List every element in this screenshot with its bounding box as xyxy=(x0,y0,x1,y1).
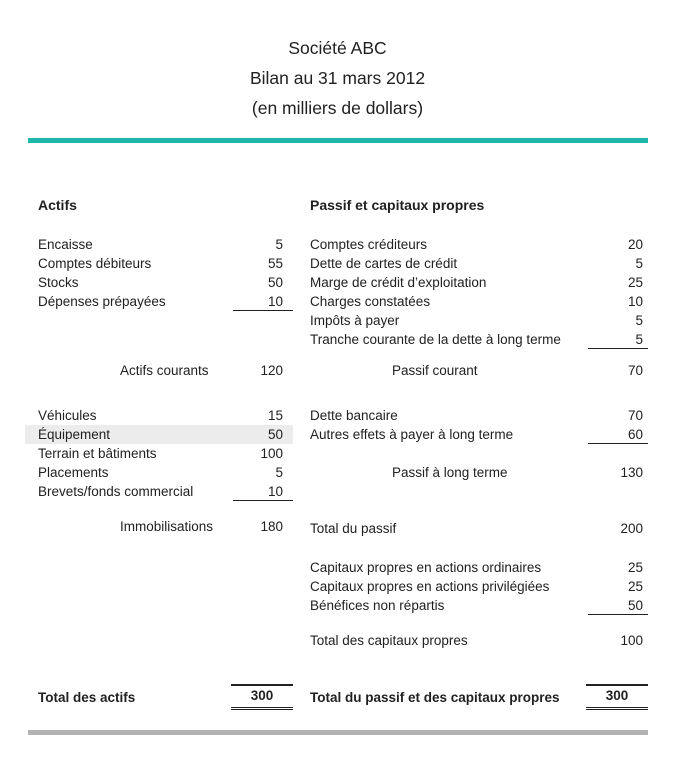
subtotal-row: Passif à long terme 130 xyxy=(310,463,648,482)
item-label: Comptes créditeurs xyxy=(310,237,428,252)
item-value: 50 xyxy=(588,596,648,615)
item-value: 60 xyxy=(588,425,648,444)
assets-column: Actifs Encaisse 5 Comptes débiteurs 55 S… xyxy=(25,0,293,771)
item-label: Brevets/fonds commercial xyxy=(38,484,194,499)
item-label: Marge de crédit d’exploitation xyxy=(310,275,487,290)
item-value: 25 xyxy=(627,579,643,594)
item-value: 50 xyxy=(267,275,283,290)
item-label: Impôts à payer xyxy=(310,313,400,328)
subtotal-label: Passif courant xyxy=(392,363,478,378)
company-name: Société ABC xyxy=(288,38,387,58)
item-label: Encaisse xyxy=(38,237,93,252)
header-divider xyxy=(28,138,648,143)
subtotal-label: Actifs courants xyxy=(120,363,209,378)
item-label: Dette de cartes de crédit xyxy=(310,256,458,271)
document-title-block: Société ABC Bilan au 31 mars 2012 (en mi… xyxy=(0,33,675,123)
line-item: Véhicules 15 xyxy=(38,406,293,425)
item-value: 25 xyxy=(627,560,643,575)
item-value: 5 xyxy=(588,330,648,349)
item-label: Dette bancaire xyxy=(310,408,398,423)
subtotal-row: Actifs courants 120 xyxy=(38,361,293,380)
item-value: 20 xyxy=(627,237,643,252)
subtotal-row: Immobilisations 180 xyxy=(38,517,293,536)
total-equity-row: Total des capitaux propres 100 xyxy=(310,631,648,650)
item-label: Charges constatées xyxy=(310,294,431,309)
item-value: 10 xyxy=(233,292,293,311)
subtotal-row: Passif courant 70 xyxy=(310,361,648,380)
line-item: Autres effets à payer à long terme 60 xyxy=(310,425,648,444)
line-item: Charges constatées 10 xyxy=(310,292,648,311)
item-label: Autres effets à payer à long terme xyxy=(310,427,514,442)
line-item: Placements 5 xyxy=(38,463,293,482)
total-value: 300 xyxy=(231,684,293,710)
item-value: 25 xyxy=(627,275,643,290)
assets-header: Actifs xyxy=(38,197,77,213)
subtotal-label: Immobilisations xyxy=(120,519,214,534)
line-item: Tranche courante de la dette à long term… xyxy=(310,330,648,349)
subtotal-label: Passif à long terme xyxy=(392,465,508,480)
item-label: Bénéfices non répartis xyxy=(310,598,445,613)
total-liabilities-equity-row: Total du passif et des capitaux propres … xyxy=(310,684,648,710)
line-item: Stocks 50 xyxy=(38,273,293,292)
line-item-highlighted: Équipement 50 xyxy=(25,425,293,444)
item-label: Stocks xyxy=(38,275,79,290)
line-item: Marge de crédit d’exploitation 25 xyxy=(310,273,648,292)
item-label: Comptes débiteurs xyxy=(38,256,152,271)
line-item: Dette de cartes de crédit 5 xyxy=(310,254,648,273)
line-item: Encaisse 5 xyxy=(38,235,293,254)
item-value: 5 xyxy=(635,256,643,271)
total-value: 300 xyxy=(586,684,648,710)
item-label: Tranche courante de la dette à long term… xyxy=(310,332,561,347)
subtotal-value: 70 xyxy=(627,363,643,378)
item-value: 55 xyxy=(267,256,283,271)
item-value: 5 xyxy=(275,237,283,252)
subtotal-value: 130 xyxy=(620,465,643,480)
total-label: Total des actifs xyxy=(38,689,136,705)
item-value: 5 xyxy=(635,313,643,328)
line-item: Comptes créditeurs 20 xyxy=(310,235,648,254)
item-value: 5 xyxy=(275,465,283,480)
statement-title: Bilan au 31 mars 2012 xyxy=(249,68,426,88)
total-assets-row: Total des actifs 300 xyxy=(38,684,293,710)
line-item: Brevets/fonds commercial 10 xyxy=(38,482,293,501)
item-value: 200 xyxy=(620,521,643,536)
item-value: 10 xyxy=(627,294,643,309)
item-label: Terrain et bâtiments xyxy=(38,446,157,461)
item-value: 100 xyxy=(620,633,643,648)
subtotal-value: 180 xyxy=(260,519,283,534)
line-item: Impôts à payer 5 xyxy=(310,311,648,330)
item-value: 70 xyxy=(627,408,643,423)
item-label: Équipement xyxy=(38,427,111,442)
item-label: Dépenses prépayées xyxy=(38,294,166,309)
line-item: Capitaux propres en actions privilégiées… xyxy=(310,577,648,596)
line-item: Dépenses prépayées 10 xyxy=(38,292,293,311)
line-item: Terrain et bâtiments 100 xyxy=(38,444,293,463)
item-value: 100 xyxy=(260,446,283,461)
line-item: Comptes débiteurs 55 xyxy=(38,254,293,273)
item-label: Véhicules xyxy=(38,408,97,423)
footer-divider xyxy=(28,730,648,735)
liabilities-column: Passif et capitaux propres Comptes crédi… xyxy=(310,0,648,771)
units-note: (en milliers de dollars) xyxy=(251,98,424,118)
subtotal-value: 120 xyxy=(260,363,283,378)
item-value: 10 xyxy=(233,482,293,501)
total-liabilities-row: Total du passif 200 xyxy=(310,519,648,538)
item-label: Placements xyxy=(38,465,109,480)
total-label: Total du passif et des capitaux propres xyxy=(310,689,560,705)
item-value: 15 xyxy=(267,408,283,423)
liabilities-header: Passif et capitaux propres xyxy=(310,197,485,213)
item-label: Total du passif xyxy=(310,521,397,536)
item-label: Capitaux propres en actions ordinaires xyxy=(310,560,542,575)
line-item: Dette bancaire 70 xyxy=(310,406,648,425)
item-label: Capitaux propres en actions privilégiées xyxy=(310,579,550,594)
line-item: Bénéfices non répartis 50 xyxy=(310,596,648,615)
item-value: 50 xyxy=(267,427,283,442)
item-label: Total des capitaux propres xyxy=(310,633,468,648)
line-item: Capitaux propres en actions ordinaires 2… xyxy=(310,558,648,577)
